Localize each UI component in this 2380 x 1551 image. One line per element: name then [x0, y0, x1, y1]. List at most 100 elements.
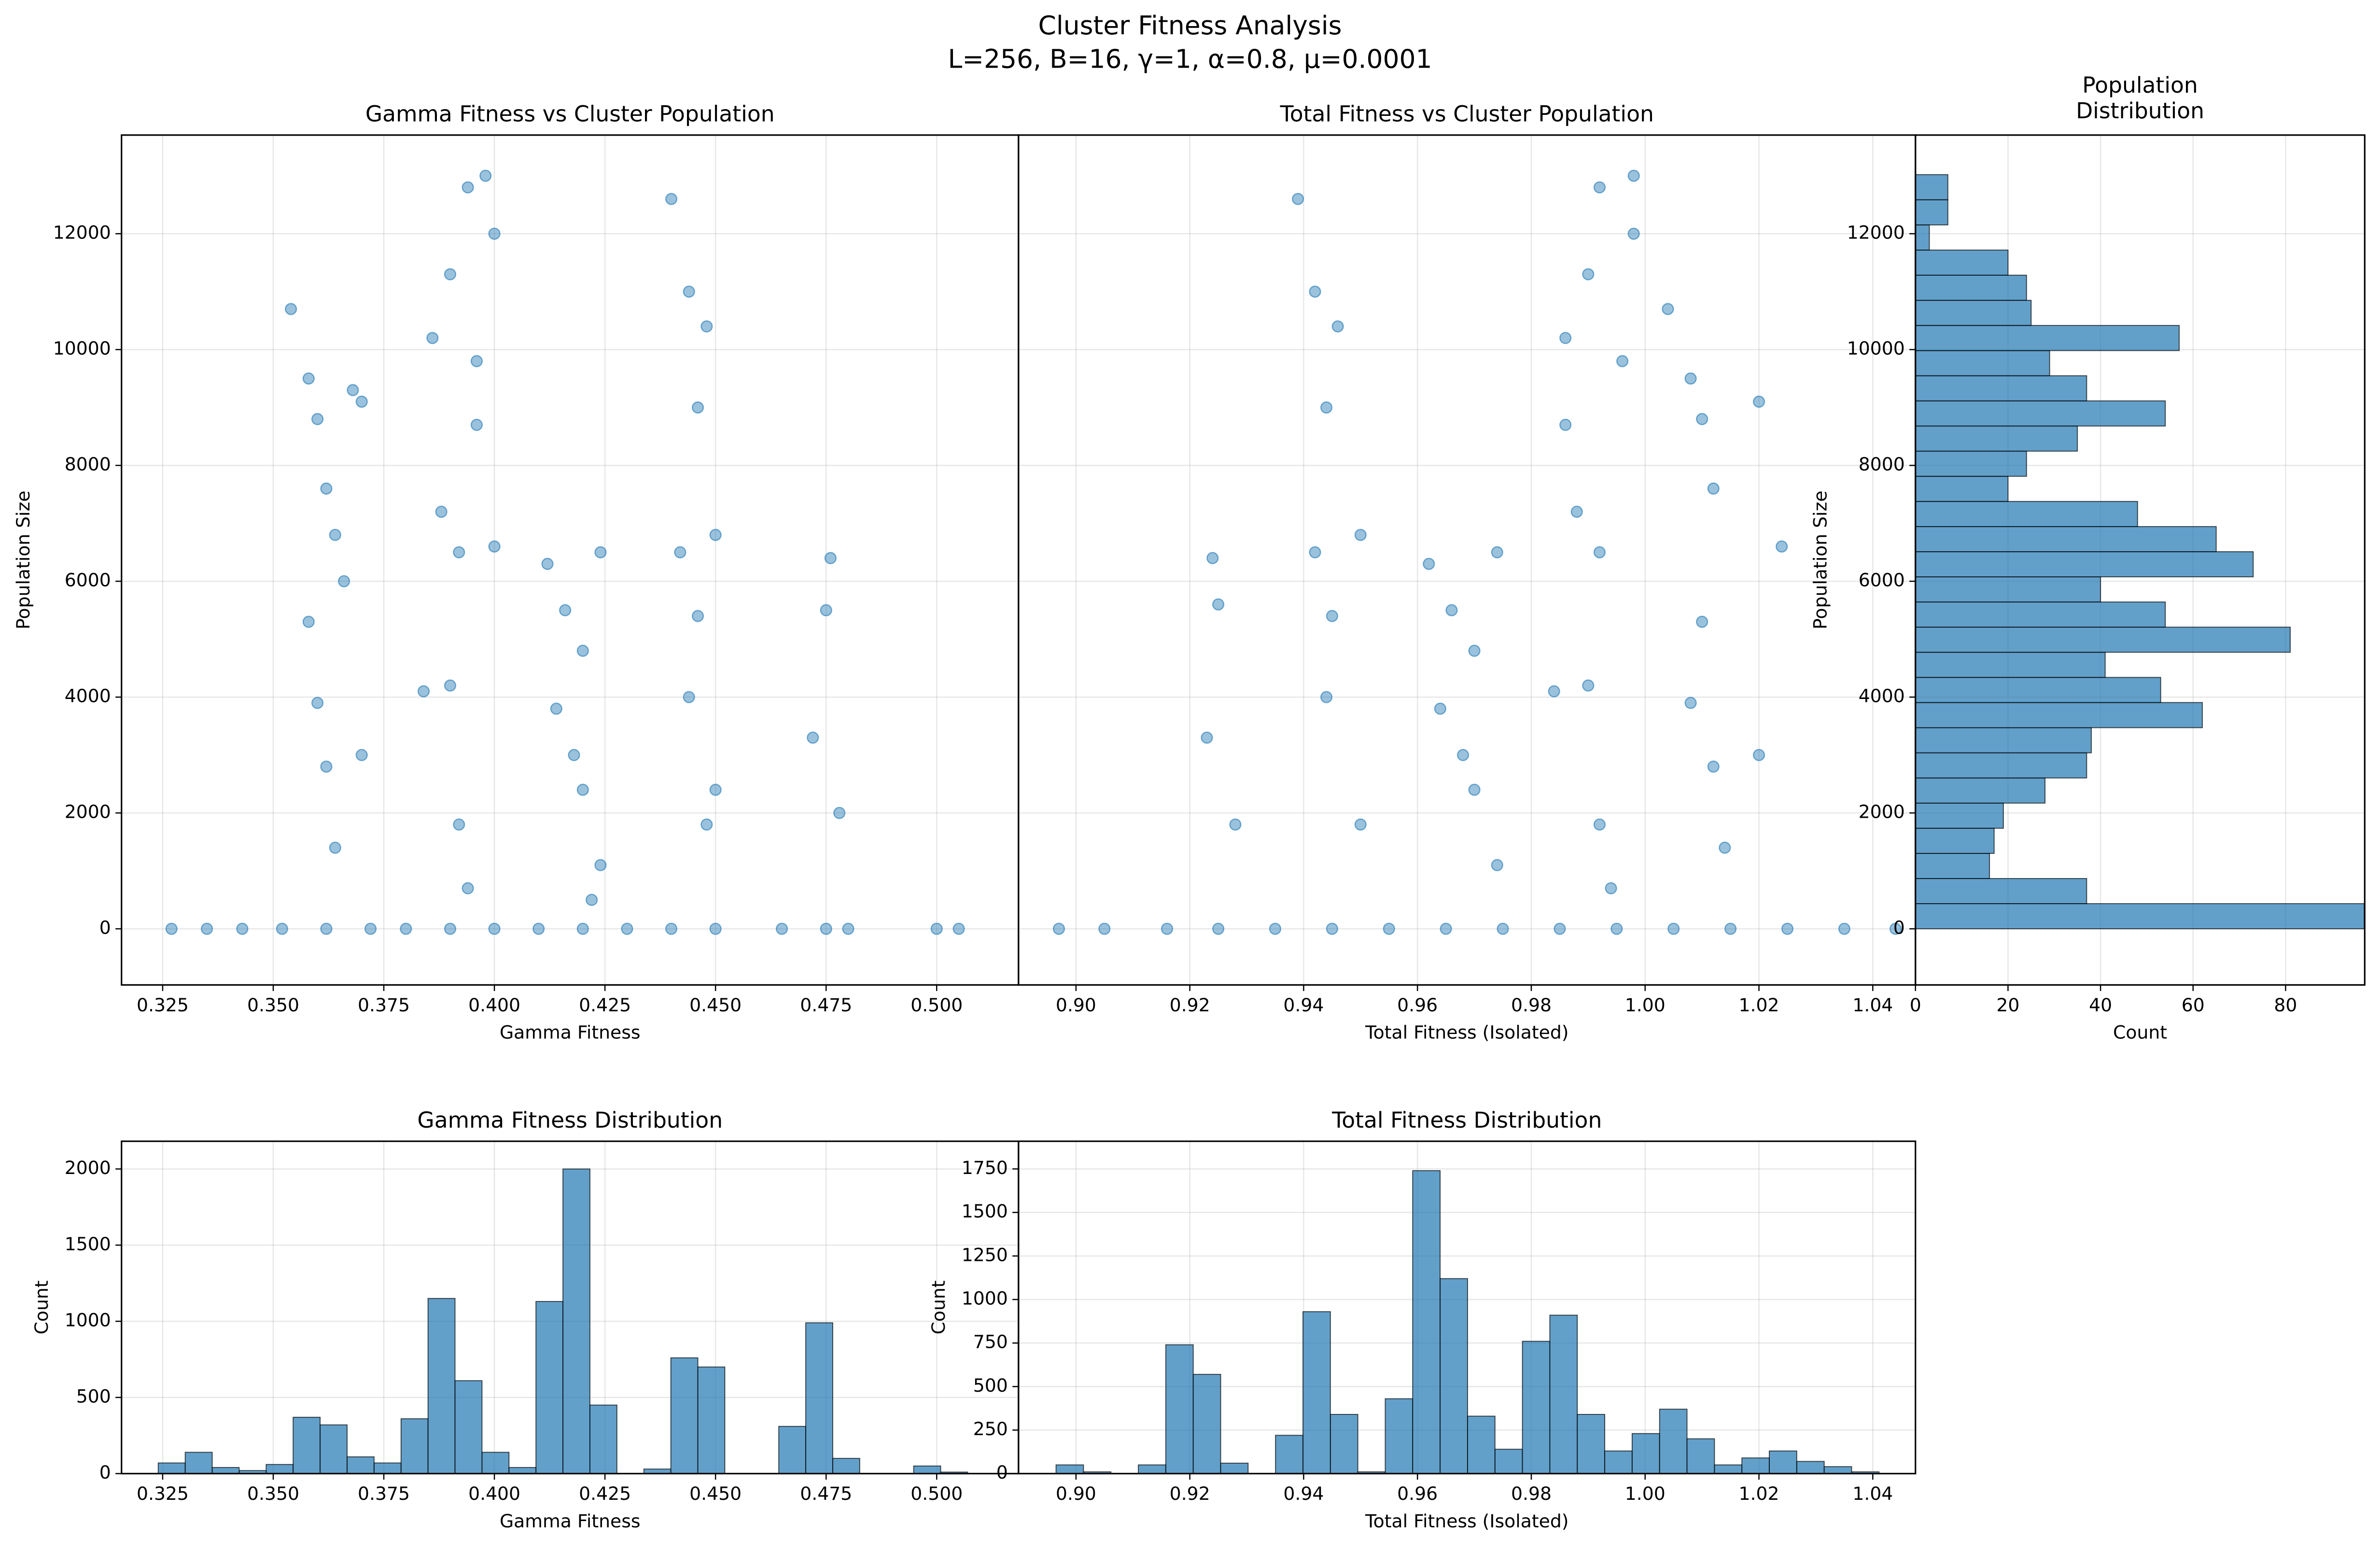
x-tick-label: 0.325 — [137, 994, 189, 1016]
figure-subtitle: L=256, B=16, γ=1, α=0.8, μ=0.0001 — [948, 43, 1432, 74]
bar — [1915, 174, 1948, 200]
point — [1684, 372, 1697, 385]
y-axis-label: Count — [31, 1280, 52, 1334]
point — [426, 332, 439, 344]
bar — [1915, 275, 2027, 301]
point — [1468, 644, 1481, 657]
bar — [1915, 199, 1948, 225]
x-tick-label: 1.00 — [1625, 994, 1666, 1016]
subplot-title: Gamma Fitness vs Cluster Population — [365, 101, 775, 126]
bar — [1915, 802, 2004, 829]
x-axis-label: Gamma Fitness — [500, 1510, 641, 1532]
point — [1605, 882, 1617, 894]
bar — [347, 1456, 375, 1474]
bar — [1915, 627, 2291, 653]
point — [276, 922, 288, 935]
point — [1559, 419, 1572, 431]
y-tick-label: 2000 — [1859, 801, 1905, 823]
x-tick-label: 0 — [1910, 994, 1921, 1016]
point — [417, 685, 430, 698]
point — [1582, 268, 1595, 280]
x-tick-label: 0.98 — [1511, 1483, 1552, 1504]
bar — [1165, 1344, 1194, 1474]
point — [576, 783, 589, 796]
bar — [293, 1416, 321, 1474]
point — [320, 482, 333, 495]
point — [1616, 355, 1629, 367]
point — [1491, 859, 1503, 871]
point — [1559, 332, 1572, 344]
point — [470, 355, 483, 367]
y-axis-label: Population Size — [1809, 490, 1831, 629]
point — [1468, 783, 1481, 796]
point — [462, 181, 474, 194]
bar — [1915, 727, 2092, 754]
point — [1752, 749, 1765, 761]
point — [1326, 922, 1338, 935]
x-tick-label: 1.02 — [1739, 1483, 1779, 1504]
point — [1052, 922, 1065, 935]
bar — [778, 1425, 807, 1474]
point — [1684, 697, 1697, 709]
x-tick-label: 1.04 — [1852, 994, 1893, 1016]
point — [1320, 691, 1333, 703]
x-tick-label: 0.350 — [247, 1483, 299, 1504]
plot-area — [1052, 169, 1902, 935]
x-tick-label: 0.500 — [910, 1483, 963, 1504]
y-tick-label: 4000 — [65, 685, 111, 707]
bar — [1915, 576, 2101, 603]
x-tick-label: 1.00 — [1625, 1483, 1666, 1504]
axes-frame — [121, 134, 1020, 986]
y-tick-label: 0 — [996, 1462, 1008, 1483]
bar — [1915, 501, 2138, 527]
bar — [508, 1467, 537, 1474]
x-tick-label: 0.90 — [1056, 1483, 1096, 1504]
bar — [266, 1464, 294, 1474]
bar — [1915, 526, 2217, 552]
point — [952, 922, 965, 935]
point — [1497, 922, 1509, 935]
point — [320, 760, 333, 773]
x-tick-label: 0.90 — [1056, 994, 1096, 1016]
point — [576, 644, 589, 657]
point — [709, 783, 722, 796]
y-tick-label: 0 — [1893, 917, 1905, 938]
point — [1610, 922, 1623, 935]
bar — [1467, 1415, 1496, 1474]
bar — [481, 1452, 510, 1474]
point — [488, 922, 501, 935]
y-tick-label: 12000 — [53, 222, 111, 243]
bar — [1549, 1314, 1578, 1474]
y-tick-label: 2000 — [65, 1157, 111, 1178]
point — [700, 818, 713, 831]
bar — [1302, 1311, 1331, 1474]
point — [1593, 181, 1606, 194]
x-axis-label: Total Fitness (Isolated) — [1365, 1021, 1569, 1043]
y-tick-label: 6000 — [1859, 570, 1905, 591]
bar — [1915, 350, 2050, 377]
bar — [562, 1168, 590, 1474]
point — [1331, 320, 1344, 333]
y-tick-label: 10000 — [53, 338, 111, 359]
y-tick-label: 4000 — [1859, 685, 1905, 707]
point — [1320, 401, 1333, 414]
point — [1838, 922, 1850, 935]
subplot: 0.325 0.350 0.375 0.400 0.425 0.450 0.475 0.500… — [13, 101, 1020, 1043]
x-tick-label: 0.400 — [468, 1483, 520, 1504]
bar — [1915, 903, 2365, 930]
bar — [454, 1380, 483, 1474]
y-tick-label: 250 — [973, 1418, 1008, 1439]
point — [541, 558, 554, 570]
point — [1662, 303, 1674, 315]
point — [1707, 760, 1720, 773]
y-tick-label: 1500 — [962, 1201, 1008, 1222]
x-tick-label: 0.425 — [579, 994, 631, 1016]
bar — [1494, 1449, 1523, 1474]
y-tick-label: 500 — [76, 1385, 111, 1407]
x-tick-label: 0.450 — [689, 994, 742, 1016]
y-tick-label: 10000 — [1847, 338, 1905, 359]
x-tick-label: 0.475 — [800, 994, 852, 1016]
point — [462, 882, 474, 894]
